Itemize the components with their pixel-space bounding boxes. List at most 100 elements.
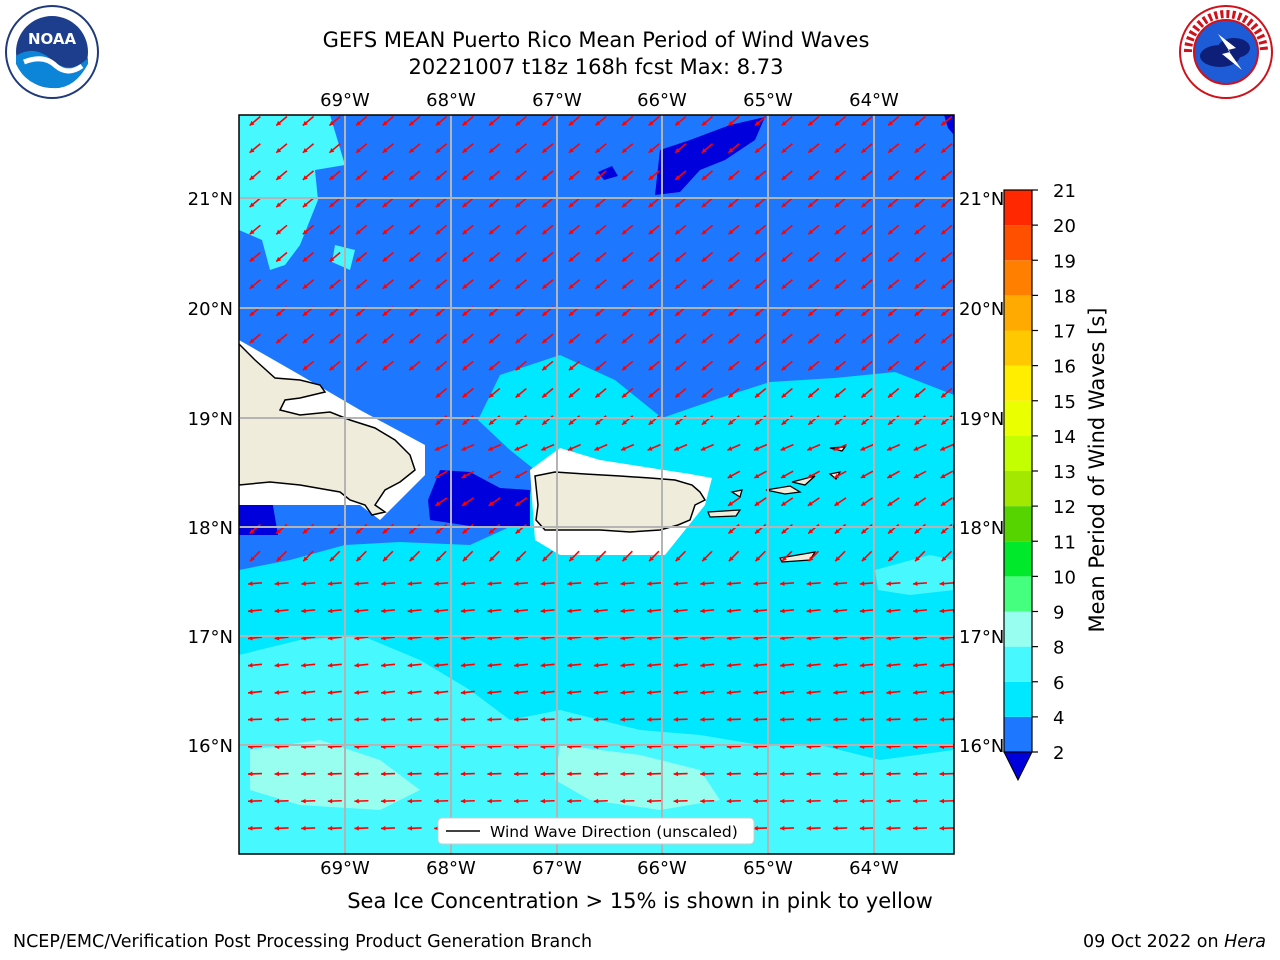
colorbar-extend-triangle xyxy=(1003,751,1033,782)
wave-direction-arrow xyxy=(328,115,341,127)
wave-direction-arrow xyxy=(807,470,821,479)
wave-direction-arrow xyxy=(594,333,607,344)
wave-direction-arrow xyxy=(461,360,474,371)
contour-light-east xyxy=(875,555,954,595)
wave-direction-arrow xyxy=(382,333,394,344)
wave-direction-arrow xyxy=(354,717,369,722)
wave-direction-arrow xyxy=(754,197,767,208)
wave-direction-arrow xyxy=(249,170,261,181)
wave-direction-arrow xyxy=(700,662,715,668)
wave-direction-arrow xyxy=(382,115,394,127)
lat-label-right: 21°N xyxy=(959,189,1004,210)
wave-direction-arrow xyxy=(860,115,873,127)
wave-direction-arrow xyxy=(753,662,768,668)
wave-direction-arrow xyxy=(434,581,449,586)
wave-direction-arrow xyxy=(859,798,874,804)
wave-direction-arrow xyxy=(540,690,555,695)
wave-direction-arrow xyxy=(408,170,421,181)
lon-label-bottom: 64°W xyxy=(849,858,899,879)
wave-direction-arrow xyxy=(247,798,263,804)
colorbar-segment xyxy=(1004,576,1032,612)
wave-direction-arrow xyxy=(249,333,261,344)
lon-label-top: 64°W xyxy=(849,90,899,111)
wave-direction-arrow xyxy=(914,170,926,181)
wave-direction-arrow xyxy=(354,608,369,614)
wave-direction-arrow xyxy=(860,360,873,371)
wave-direction-arrow xyxy=(513,662,529,668)
noaa-logo: NOAA xyxy=(4,4,100,100)
wave-direction-arrow xyxy=(328,224,341,235)
colorbar-segment xyxy=(1004,716,1032,752)
wave-direction-arrow xyxy=(913,470,927,479)
wave-direction-arrow xyxy=(620,443,635,451)
wave-direction-arrow xyxy=(488,251,501,263)
wave-direction-arrow xyxy=(488,170,501,181)
wave-direction-arrow xyxy=(621,115,634,127)
wave-direction-arrow xyxy=(301,662,316,668)
wave-direction-arrow xyxy=(407,798,422,804)
wind-wave-direction-arrows xyxy=(247,115,954,831)
wave-direction-arrow xyxy=(488,279,501,290)
lat-label-left: 16°N xyxy=(188,736,233,757)
wave-direction-arrow xyxy=(275,197,288,208)
wave-direction-arrow xyxy=(940,360,953,371)
wave-direction-arrow xyxy=(541,251,554,263)
wave-direction-arrow xyxy=(807,143,820,154)
wave-direction-arrow xyxy=(513,717,529,722)
wave-direction-arrow xyxy=(568,251,581,263)
wave-direction-arrow xyxy=(727,470,741,479)
wave-direction-arrow xyxy=(886,581,901,586)
wave-direction-arrow xyxy=(779,825,795,831)
wave-direction-arrow xyxy=(382,224,394,235)
wave-direction-arrow xyxy=(887,197,900,208)
wave-direction-arrow xyxy=(408,224,421,235)
colorbar-tick-label: 15 xyxy=(1053,392,1076,413)
wave-direction-arrow xyxy=(515,333,527,344)
wave-direction-arrow xyxy=(887,550,899,562)
wave-direction-arrow xyxy=(939,443,954,451)
wave-direction-arrow xyxy=(939,825,954,831)
contour-light-nw xyxy=(239,115,345,270)
colorbar-tick-label: 12 xyxy=(1053,497,1076,518)
wave-direction-arrow xyxy=(515,251,527,263)
wave-direction-arrow xyxy=(355,251,368,263)
wave-direction-arrow xyxy=(887,497,900,507)
wave-direction-arrow xyxy=(327,581,342,586)
wave-direction-arrow xyxy=(806,717,821,722)
wave-direction-arrow xyxy=(354,690,369,695)
wave-direction-arrow xyxy=(407,581,422,586)
wave-direction-arrow xyxy=(753,608,768,614)
wave-direction-arrow xyxy=(460,690,475,695)
wave-direction-arrow xyxy=(594,170,607,181)
wave-direction-arrow xyxy=(247,717,263,722)
wave-direction-arrow xyxy=(382,143,394,154)
wave-direction-arrow xyxy=(594,279,607,290)
wave-direction-arrow xyxy=(274,771,289,777)
wave-direction-arrow xyxy=(302,550,314,562)
wave-direction-arrow xyxy=(779,662,795,668)
wave-direction-arrow xyxy=(648,143,660,154)
wave-direction-arrow xyxy=(621,170,634,181)
wave-direction-arrow xyxy=(460,581,475,586)
wave-direction-arrow xyxy=(434,497,448,507)
wave-direction-arrow xyxy=(487,798,502,804)
wave-direction-arrow xyxy=(834,550,846,562)
wave-direction-arrow xyxy=(513,608,529,614)
wave-direction-arrow xyxy=(301,690,316,695)
wave-direction-arrow xyxy=(488,550,500,562)
wave-direction-arrow xyxy=(460,662,475,668)
wave-direction-arrow xyxy=(302,279,315,290)
wave-direction-arrow xyxy=(834,197,847,208)
wave-direction-arrow xyxy=(593,608,608,614)
colorbar-tick-label: 20 xyxy=(1053,216,1076,237)
wave-direction-arrow xyxy=(779,608,795,614)
wave-direction-arrow xyxy=(701,197,714,208)
colorbar-segment xyxy=(1004,225,1032,261)
chart-subtitle: 20221007 t18z 168h fcst Max: 8.73 xyxy=(408,55,784,79)
wave-direction-arrow xyxy=(487,581,502,586)
wave-direction-arrow xyxy=(380,581,396,586)
wave-direction-arrow xyxy=(487,717,502,722)
wave-direction-arrow xyxy=(513,798,529,804)
wave-direction-arrow xyxy=(274,717,289,722)
lat-label-left: 17°N xyxy=(188,627,233,648)
